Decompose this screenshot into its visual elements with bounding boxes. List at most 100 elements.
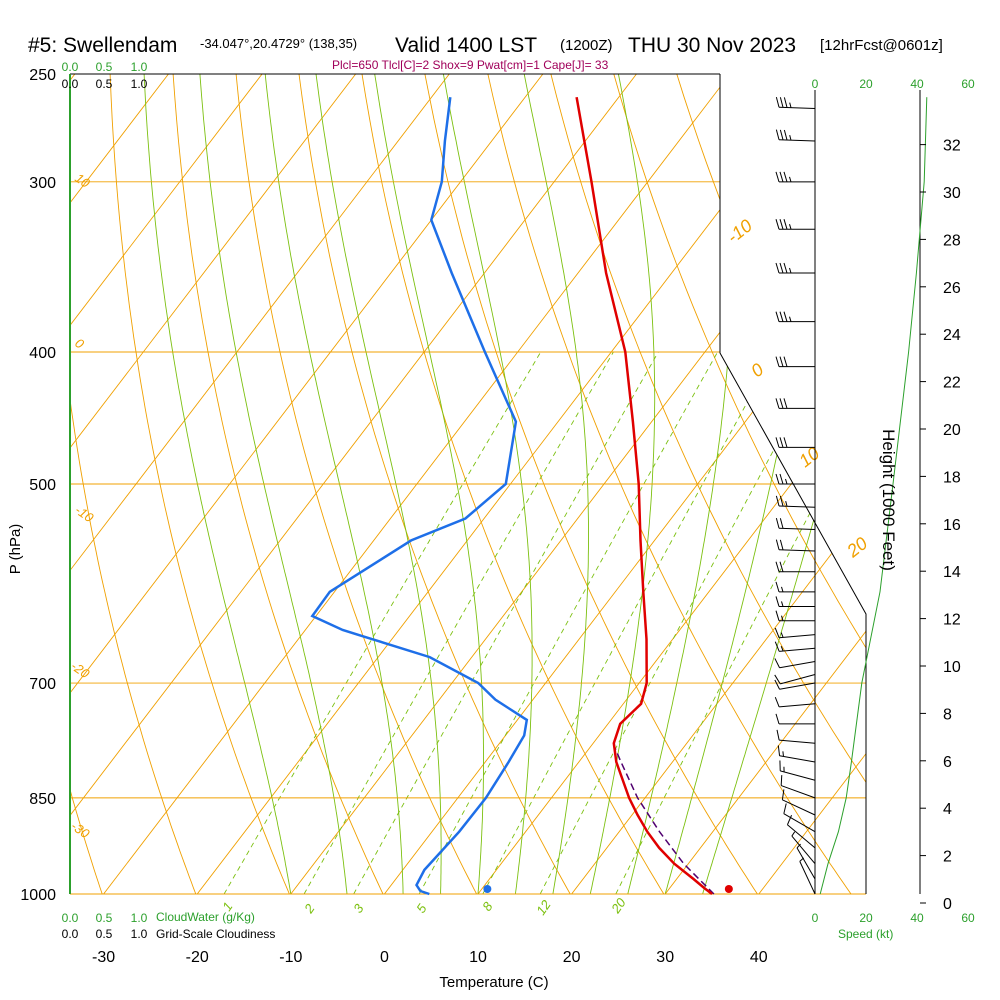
dry-adiabat-line xyxy=(172,74,384,894)
wind-barb-flag xyxy=(783,311,788,322)
wind-barb-half-flag xyxy=(789,316,792,322)
isobar-lines xyxy=(70,73,866,895)
wind-barb-flag xyxy=(779,311,784,322)
height-axis-label: Height (1000 Feet) xyxy=(879,429,898,571)
mixing-ratio-label: 2 xyxy=(301,901,318,917)
dry-adiabat-line xyxy=(802,74,866,894)
wind-barb xyxy=(791,831,816,864)
wind-barb xyxy=(774,641,816,652)
wind-barb xyxy=(783,803,816,833)
wind-speed-tick-top: 20 xyxy=(859,77,873,91)
wind-speed-tick-bottom: 0 xyxy=(812,911,819,925)
cloudiness-tick-bottom: 0.5 xyxy=(96,927,113,941)
wind-barb-half-flag xyxy=(781,586,784,592)
speed-axis-label: Speed (kt) xyxy=(838,927,893,941)
wind-barb-staff xyxy=(779,549,816,552)
wind-barb-staff xyxy=(779,682,816,690)
forecast-label: [12hrFcst@0601z] xyxy=(820,37,943,54)
wind-barb xyxy=(775,518,816,531)
cloudiness-tick-top: 1.0 xyxy=(131,77,148,91)
isotherm-line xyxy=(571,74,866,894)
temperature-axis: -30 -20 -10 0 10 20 30 40 xyxy=(92,949,768,966)
wind-barb-flag xyxy=(783,262,788,274)
wind-barb-flag xyxy=(779,473,784,485)
height-tick-label: 6 xyxy=(943,754,952,771)
isotherm-label: -10 xyxy=(723,215,756,247)
wind-barb-flag xyxy=(775,581,780,592)
wind-barb-flag xyxy=(775,96,780,108)
wind-barb-flag xyxy=(779,171,784,182)
wind-barb-flag xyxy=(780,775,783,786)
wind-barb-flag xyxy=(779,539,784,551)
dry-adiabat-line xyxy=(298,74,571,894)
wind-barb xyxy=(774,658,816,669)
wind-barbs xyxy=(774,96,816,895)
wind-barb xyxy=(774,697,816,708)
wind-barb xyxy=(775,96,816,109)
cloudwater-tick-top: 0.0 xyxy=(62,60,79,74)
wind-barb-staff xyxy=(779,139,816,142)
mixing-ratio-line xyxy=(223,351,542,894)
moist-adiabat-line xyxy=(442,74,533,894)
dry-adiabat-line xyxy=(424,74,758,894)
station-title: #5: Swellendam xyxy=(28,34,177,57)
wind-barb-half-flag xyxy=(796,843,801,849)
temperature-tick-label: -10 xyxy=(279,949,302,966)
wind-barb xyxy=(775,495,816,508)
mixing-ratio-line xyxy=(353,351,659,894)
wind-barb-staff xyxy=(779,505,816,508)
wind-barb-half-flag xyxy=(781,601,784,607)
height-tick-label: 12 xyxy=(943,612,961,629)
height-tick-label: 24 xyxy=(943,327,961,344)
moist-adiabat-lines xyxy=(143,74,866,894)
mixing-ratio-line xyxy=(539,351,827,894)
wind-barb-half-flag xyxy=(791,831,796,837)
wind-barb xyxy=(775,473,815,485)
wind-speed-tick-bottom: 20 xyxy=(859,911,873,925)
wind-barb xyxy=(775,219,815,230)
dry-adiabat-label: 0 xyxy=(72,335,87,352)
wind-barb-flag xyxy=(783,437,788,448)
mixing-ratio-line xyxy=(418,351,718,894)
wind-barb-staff xyxy=(780,674,816,685)
temperature-tick-label: 0 xyxy=(380,949,389,966)
moist-adiabat-line xyxy=(315,74,442,894)
wind-barb-half-flag xyxy=(780,645,784,652)
wind-barb xyxy=(786,814,816,849)
pressure-tick-label: 500 xyxy=(29,477,56,494)
y-axis-label: P (hPa) xyxy=(7,524,24,575)
height-tick-label: 32 xyxy=(943,138,961,155)
isotherm-label: 0 xyxy=(747,359,767,381)
wind-barb-staff xyxy=(799,861,816,895)
surface-dewpoint-dot xyxy=(483,885,492,893)
height-tick-label: 10 xyxy=(943,659,961,676)
height-tick-label: 26 xyxy=(943,280,961,297)
wind-barb-flag xyxy=(775,129,780,140)
temperature-trace xyxy=(575,96,713,895)
wind-barb xyxy=(774,679,816,690)
moist-adiabat-line xyxy=(264,74,404,894)
wind-barb-flag xyxy=(775,518,780,529)
wind-barb-flag xyxy=(775,356,780,367)
wind-barb-staff xyxy=(779,739,816,744)
wind-barb xyxy=(775,596,815,607)
moist-adiabat-line xyxy=(523,74,589,894)
height-tick-label: 16 xyxy=(943,517,961,534)
wind-barb-flag xyxy=(775,171,780,182)
mixing-ratio-label: 3 xyxy=(350,901,367,916)
pressure-tick-label: 850 xyxy=(29,791,56,808)
wind-barb-half-flag xyxy=(781,615,784,621)
wind-barb-flag xyxy=(775,473,780,485)
wind-barb xyxy=(775,539,816,552)
wind-barb-flag xyxy=(779,356,784,367)
wind-barb-flag xyxy=(774,674,781,685)
speed-profile-line xyxy=(819,97,928,895)
wind-barb-flag xyxy=(783,398,788,409)
isotherm-label: 20 xyxy=(842,533,871,562)
wind-barb-flag xyxy=(774,641,780,652)
cloudiness-tick-bottom: 1.0 xyxy=(131,927,148,941)
wind-barb-staff xyxy=(780,770,816,781)
pressure-tick-label: 400 xyxy=(29,345,56,362)
wind-barb-flag xyxy=(776,729,780,741)
wind-speed-tick-bottom: 40 xyxy=(910,911,924,925)
